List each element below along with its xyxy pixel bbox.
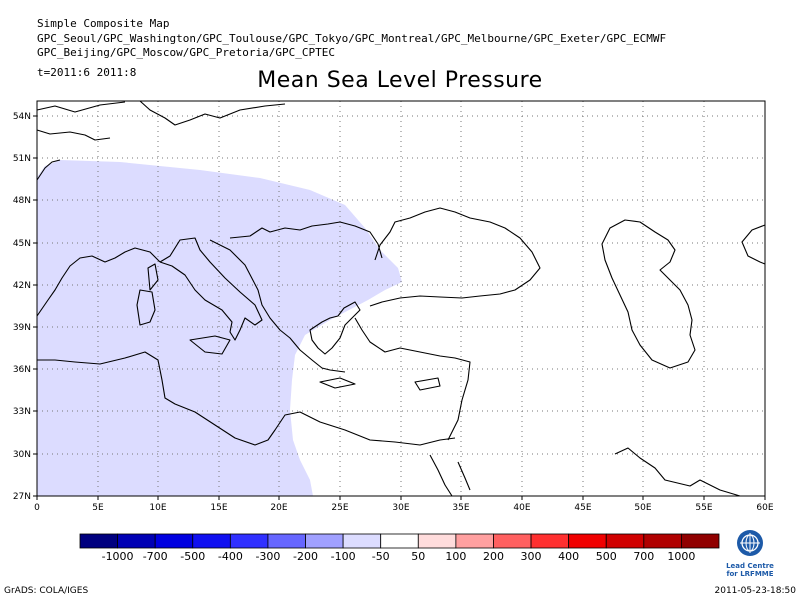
colorbar-swatch (681, 533, 720, 549)
colorbar-swatch (192, 533, 231, 549)
colorbar-tick-label: -700 (143, 550, 168, 563)
lat-label: 39N (13, 323, 31, 333)
logo-line-2: for LRFMME (726, 570, 774, 578)
lat-label: 48N (13, 196, 31, 206)
colorbar-tick-label: 1000 (667, 550, 695, 563)
axis-ticks (33, 115, 766, 500)
header-models-line-2: GPC_Beijing/GPC_Moscow/GPC_Pretoria/GPC_… (37, 46, 336, 59)
lat-label: 30N (13, 450, 31, 460)
colorbar-swatch (267, 533, 306, 549)
lon-label: 25E (331, 503, 348, 513)
lat-label: 54N (13, 112, 31, 122)
colorbar-tick-label: 700 (633, 550, 654, 563)
colorbar-swatch (380, 533, 419, 549)
colorbar-tick-label: 400 (558, 550, 579, 563)
colorbar-swatch (229, 533, 269, 549)
colorbar-swatch (605, 533, 645, 549)
lon-label: 30E (392, 503, 409, 513)
map-grid (37, 101, 765, 496)
lat-label: 33N (13, 407, 31, 417)
colorbar-tick-label: 300 (521, 550, 542, 563)
footer-credit: GrADS: COLA/IGES (4, 586, 89, 596)
colorbar-swatch (530, 533, 570, 549)
colorbar-tick-label: -100 (331, 550, 356, 563)
colorbar-swatch (342, 533, 382, 549)
colorbar-swatch (643, 533, 682, 549)
pressure-anomaly-region (37, 160, 402, 496)
colorbar-tick-label: 500 (596, 550, 617, 563)
lat-label: 36N (13, 365, 31, 375)
colorbar-swatch (417, 533, 457, 549)
lon-label: 45E (574, 503, 591, 513)
colorbar-swatch (493, 533, 532, 549)
lon-label: 35E (452, 503, 469, 513)
colorbar-tick-label: -300 (255, 550, 280, 563)
wmo-emblem-icon (737, 530, 763, 556)
colorbar (79, 533, 720, 549)
footer-timestamp: 2011-05-23-18:50 (714, 586, 797, 596)
colorbar-tick-label: -200 (293, 550, 318, 563)
lat-label: 51N (13, 154, 31, 164)
colorbar-swatch (455, 533, 494, 549)
colorbar-tick-label: -500 (180, 550, 205, 563)
lat-label: 45N (13, 239, 31, 249)
colorbar-swatch (79, 533, 118, 549)
lon-label: 20E (270, 503, 287, 513)
colorbar-tick-label: -1000 (102, 550, 134, 563)
lon-label: 10E (149, 503, 166, 513)
colorbar-tick-label: -400 (218, 550, 243, 563)
colorbar-tick-label: -50 (372, 550, 390, 563)
lon-label: 0 (34, 503, 40, 513)
header-time-range: t=2011:6 2011:8 (37, 66, 137, 79)
wmo-logo: Lead Centre for LRFMME (722, 528, 778, 578)
logo-line-1: Lead Centre (726, 562, 774, 570)
colorbar-swatch (154, 533, 194, 549)
lat-label: 42N (13, 281, 31, 291)
colorbar-swatch (568, 533, 607, 549)
colorbar-tick-label: 200 (483, 550, 504, 563)
lon-label: 55E (695, 503, 712, 513)
colorbar-swatch (305, 533, 344, 549)
lon-label: 15E (210, 503, 227, 513)
colorbar-tick-label: 100 (445, 550, 466, 563)
colorbar-tick-label: 50 (411, 550, 425, 563)
header-models-line-1: GPC_Seoul/GPC_Washington/GPC_Toulouse/GP… (37, 32, 667, 45)
lon-label: 50E (634, 503, 651, 513)
lat-label: 27N (13, 492, 31, 502)
lon-label: 40E (513, 503, 530, 513)
coastlines (36, 100, 766, 497)
lon-label: 5E (92, 503, 104, 513)
map-title: Mean Sea Level Pressure (257, 68, 543, 93)
colorbar-swatch (117, 533, 156, 549)
colorbar-labels: -1000 -700 -500 -400 -300 -200 -100 -50 50 100 200… (102, 550, 696, 563)
header-title-line: Simple Composite Map (37, 17, 170, 30)
lon-label: 60E (756, 503, 773, 513)
